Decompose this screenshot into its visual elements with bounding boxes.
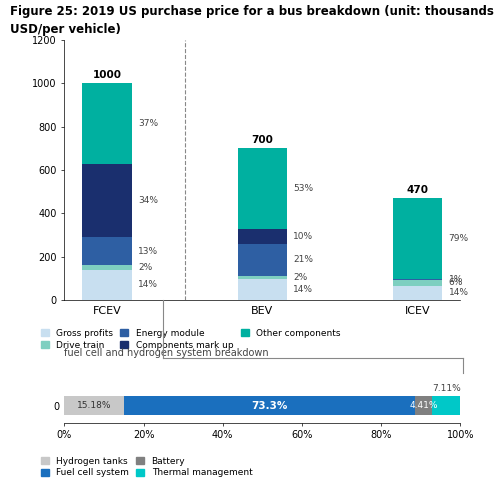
Text: 2%: 2% xyxy=(294,273,307,282)
Bar xyxy=(124,396,415,415)
Text: 4.41%: 4.41% xyxy=(409,401,438,410)
Bar xyxy=(393,286,443,300)
Bar xyxy=(82,164,132,237)
Text: 10%: 10% xyxy=(294,232,313,241)
Bar xyxy=(82,266,132,270)
Legend: Gross profits, Drive train, Energy module, Components mark up, Other components: Gross profits, Drive train, Energy modul… xyxy=(37,326,344,353)
Text: 14%: 14% xyxy=(448,288,469,298)
Bar xyxy=(415,396,432,415)
Bar xyxy=(393,198,443,278)
Text: Figure 25: 2019 US purchase price for a bus breakdown (unit: thousands: Figure 25: 2019 US purchase price for a … xyxy=(10,5,494,18)
Bar xyxy=(238,148,287,228)
Bar xyxy=(64,396,124,415)
Text: 15.18%: 15.18% xyxy=(77,401,112,410)
Bar xyxy=(238,244,287,276)
Bar xyxy=(432,396,460,415)
Text: 700: 700 xyxy=(251,135,273,145)
Text: 6%: 6% xyxy=(448,278,463,287)
Bar xyxy=(82,84,132,164)
Text: 2%: 2% xyxy=(138,263,152,272)
Bar xyxy=(82,237,132,266)
Bar xyxy=(393,278,443,280)
Text: 21%: 21% xyxy=(294,256,313,264)
Bar xyxy=(393,280,443,285)
Text: 37%: 37% xyxy=(138,119,158,128)
Bar xyxy=(82,270,132,300)
Bar xyxy=(238,276,287,279)
Text: 1%: 1% xyxy=(448,274,463,283)
Bar xyxy=(238,279,287,300)
Text: USD/per vehicle): USD/per vehicle) xyxy=(10,22,121,36)
Text: fuel cell and hydrogen system breakdown: fuel cell and hydrogen system breakdown xyxy=(64,348,269,358)
Text: 53%: 53% xyxy=(294,184,313,193)
Text: 14%: 14% xyxy=(294,285,313,294)
Text: 79%: 79% xyxy=(448,234,469,243)
Text: 7.11%: 7.11% xyxy=(432,384,461,392)
Text: 1000: 1000 xyxy=(93,70,122,80)
Text: 13%: 13% xyxy=(138,246,158,256)
Text: 470: 470 xyxy=(406,185,429,195)
Text: 73.3%: 73.3% xyxy=(251,400,288,410)
Legend: Hydrogen tanks, Fuel cell system, Battery, Thermal management: Hydrogen tanks, Fuel cell system, Batter… xyxy=(37,453,256,481)
Text: 34%: 34% xyxy=(138,196,158,205)
Text: 14%: 14% xyxy=(138,280,158,289)
Bar xyxy=(238,228,287,244)
